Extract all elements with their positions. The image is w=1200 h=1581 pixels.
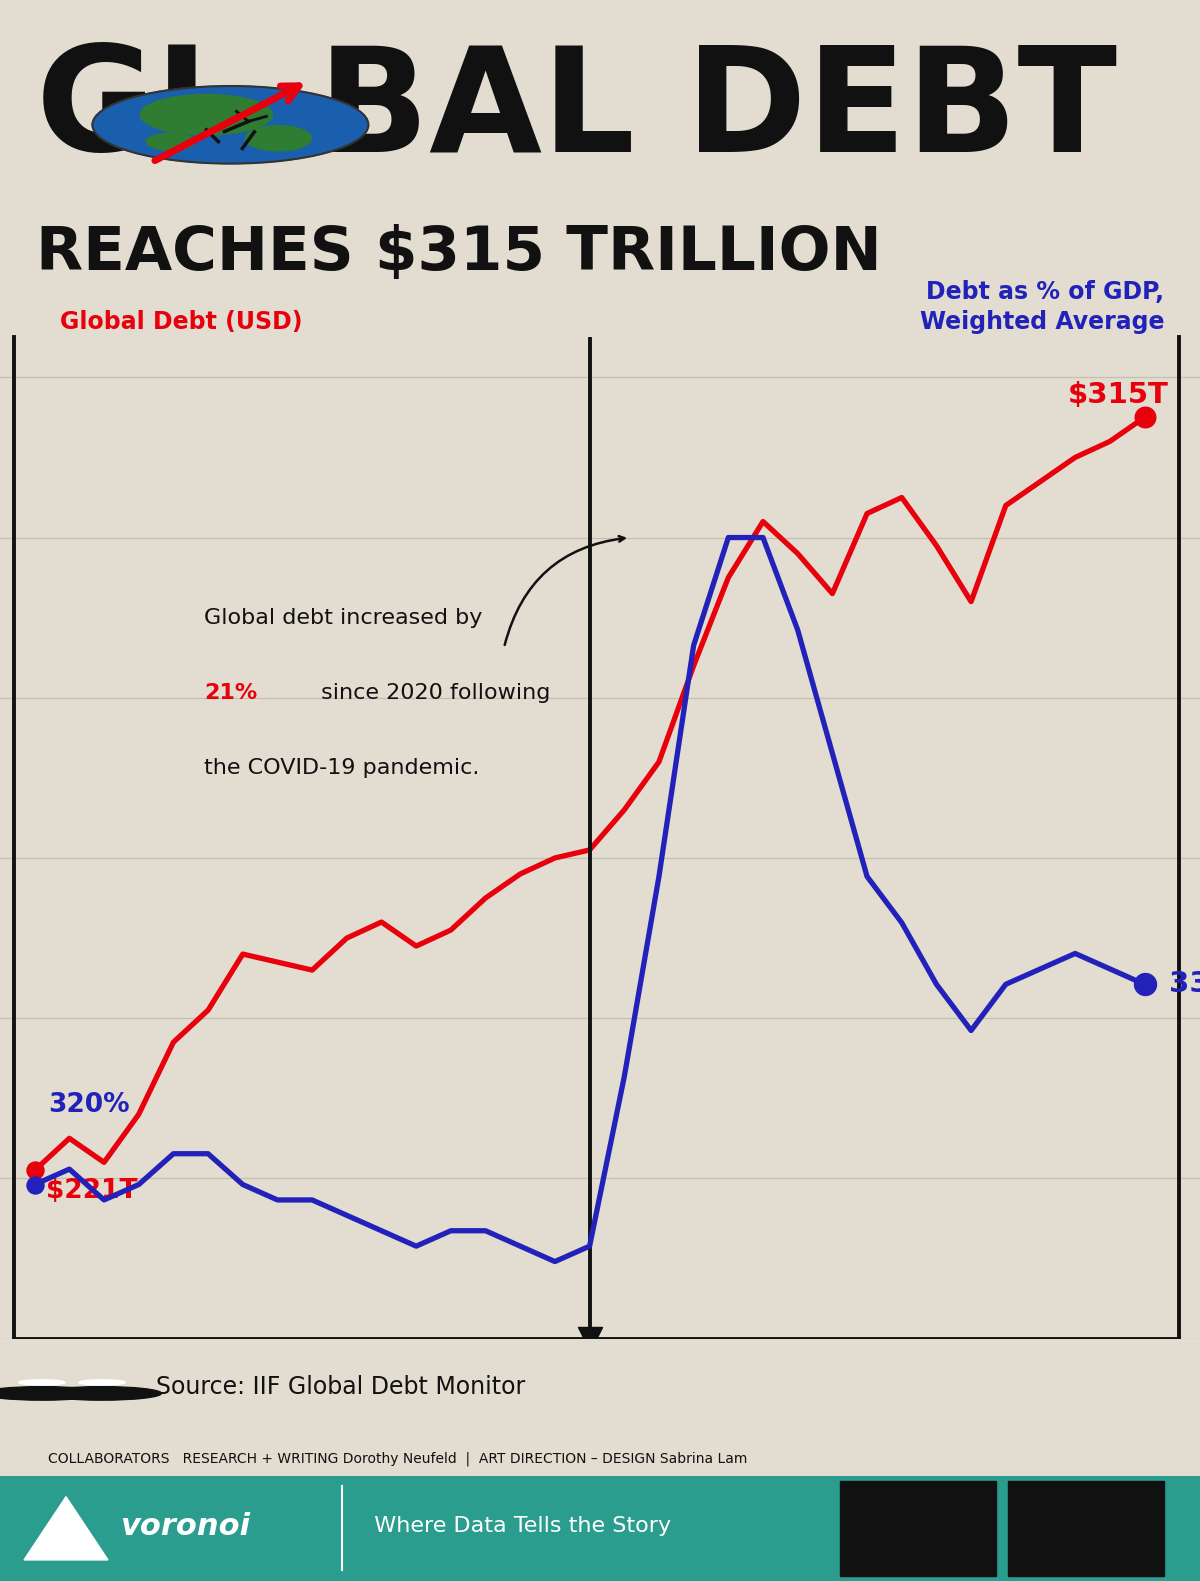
Polygon shape [24,1497,108,1560]
Text: since 2020 following: since 2020 following [314,683,551,702]
Ellipse shape [140,95,272,134]
Text: $315T: $315T [1068,381,1169,409]
Text: Where Data Tells the Story: Where Data Tells the Story [360,1516,671,1537]
Text: REACHES $315 TRILLION: REACHES $315 TRILLION [36,225,882,283]
Text: Source: IIF Global Debt Monitor: Source: IIF Global Debt Monitor [156,1374,526,1399]
Text: GL: GL [36,41,248,182]
Text: Global Debt (USD): Global Debt (USD) [60,310,302,334]
Bar [1008,1481,1164,1576]
Circle shape [42,1387,161,1401]
Text: 21%: 21% [204,683,257,702]
Text: 333%: 333% [1170,971,1200,998]
Text: Global debt increased by: Global debt increased by [204,607,482,628]
Circle shape [92,85,368,163]
Text: 320%: 320% [48,1092,130,1118]
Circle shape [0,1387,101,1401]
Text: BAL DEBT: BAL DEBT [318,41,1117,182]
Point [25,1172,44,1197]
Circle shape [19,1380,65,1385]
Circle shape [79,1380,125,1385]
Ellipse shape [146,133,194,150]
Text: GET IT ON
Google Play: GET IT ON Google Play [1049,1511,1123,1541]
Point [25,1157,44,1183]
Text: voronoi: voronoi [120,1511,250,1541]
Point [1135,405,1154,430]
Text: Debt as % of GDP,
Weighted Average: Debt as % of GDP, Weighted Average [919,280,1164,334]
Point [580,1326,599,1352]
Text: the COVID-19 pandemic.: the COVID-19 pandemic. [204,757,479,778]
Text: $221T: $221T [46,1178,137,1205]
Ellipse shape [246,125,312,150]
Text: Download on the
App Store: Download on the App Store [865,1511,971,1541]
Bar [840,1481,996,1576]
Point [1135,972,1154,998]
Text: COLLABORATORS   RESEARCH + WRITING Dorothy Neufeld  |  ART DIRECTION – DESIGN Sa: COLLABORATORS RESEARCH + WRITING Dorothy… [48,1451,748,1467]
